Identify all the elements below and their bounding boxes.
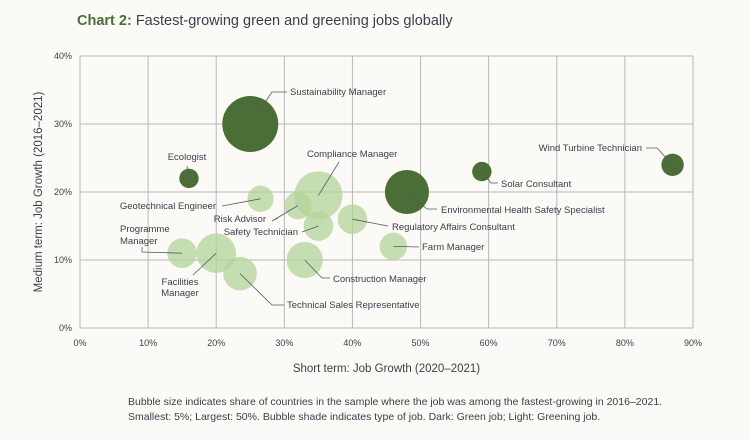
leader-line	[393, 246, 420, 248]
bubble-label: Solar Consultant	[501, 179, 572, 190]
bubble-label: Facilities	[162, 277, 199, 288]
leader-line	[141, 247, 183, 254]
leader-line	[318, 161, 340, 196]
y-tick-label: 30%	[54, 119, 72, 129]
chart-title-prefix: Chart 2:	[77, 13, 132, 29]
bubble-label: Farm Manager	[422, 242, 484, 253]
bubble-label: Manager	[120, 236, 158, 247]
bubble-label: Manager	[161, 288, 199, 299]
x-tick-label: 50%	[412, 338, 430, 348]
footnote-line-2: Smallest: 5%; Largest: 50%. Bubble shade…	[128, 411, 601, 423]
bubble	[303, 211, 334, 241]
bubble-label: Risk Advisor	[214, 214, 266, 225]
leader-line	[239, 273, 284, 306]
leader-line	[646, 147, 673, 166]
y-tick-label: 20%	[54, 187, 72, 197]
bubble-label: Construction Manager	[333, 274, 426, 285]
bubble-label: Technical Sales Representative	[287, 300, 420, 311]
x-tick-label: 0%	[73, 338, 86, 348]
x-tick-label: 90%	[684, 338, 702, 348]
x-tick-label: 70%	[548, 338, 566, 348]
y-axis-label: Medium term: Job Growth (2016–2021)	[33, 91, 45, 292]
bubble-label: Compliance Manager	[307, 149, 397, 160]
chart-title-text: Fastest-growing green and greening jobs …	[135, 13, 453, 29]
bubble-label: Programme	[120, 224, 170, 235]
chart-title: Chart 2: Fastest-growing green and green…	[77, 13, 453, 29]
leader-line	[352, 218, 389, 227]
leader-line	[301, 225, 319, 233]
leader-line	[304, 259, 330, 279]
leader-line	[271, 205, 299, 222]
x-axis-label: Short term: Job Growth (2020–2021)	[293, 363, 480, 375]
leader-line	[192, 252, 217, 276]
footnote-line-1: Bubble size indicates share of countries…	[128, 396, 663, 408]
bubble-label: Geotechnical Engineer	[120, 201, 216, 212]
bubble-label: Sustainability Manager	[290, 87, 386, 98]
bubble-label: Environmental Health Safety Specialist	[441, 205, 605, 216]
x-tick-label: 40%	[343, 338, 361, 348]
leader-line	[481, 171, 498, 184]
x-tick-label: 80%	[616, 338, 634, 348]
bubble-label: Ecologist	[168, 152, 207, 163]
y-tick-label: 0%	[59, 323, 72, 333]
bubble-label: Regulatory Affairs Consultant	[392, 222, 515, 233]
leader-line	[186, 165, 190, 179]
x-tick-label: 30%	[275, 338, 293, 348]
leader-line	[221, 198, 261, 207]
leader-line	[406, 191, 437, 210]
y-tick-label: 10%	[54, 255, 72, 265]
x-tick-label: 10%	[139, 338, 157, 348]
x-tick-label: 20%	[207, 338, 225, 348]
x-tick-label: 60%	[480, 338, 498, 348]
y-tick-label: 40%	[54, 51, 72, 61]
leader-line	[249, 91, 287, 125]
bubble-label: Safety Technician	[224, 227, 298, 238]
bubble-label: Wind Turbine Technician	[539, 143, 642, 154]
bubble	[472, 161, 492, 182]
